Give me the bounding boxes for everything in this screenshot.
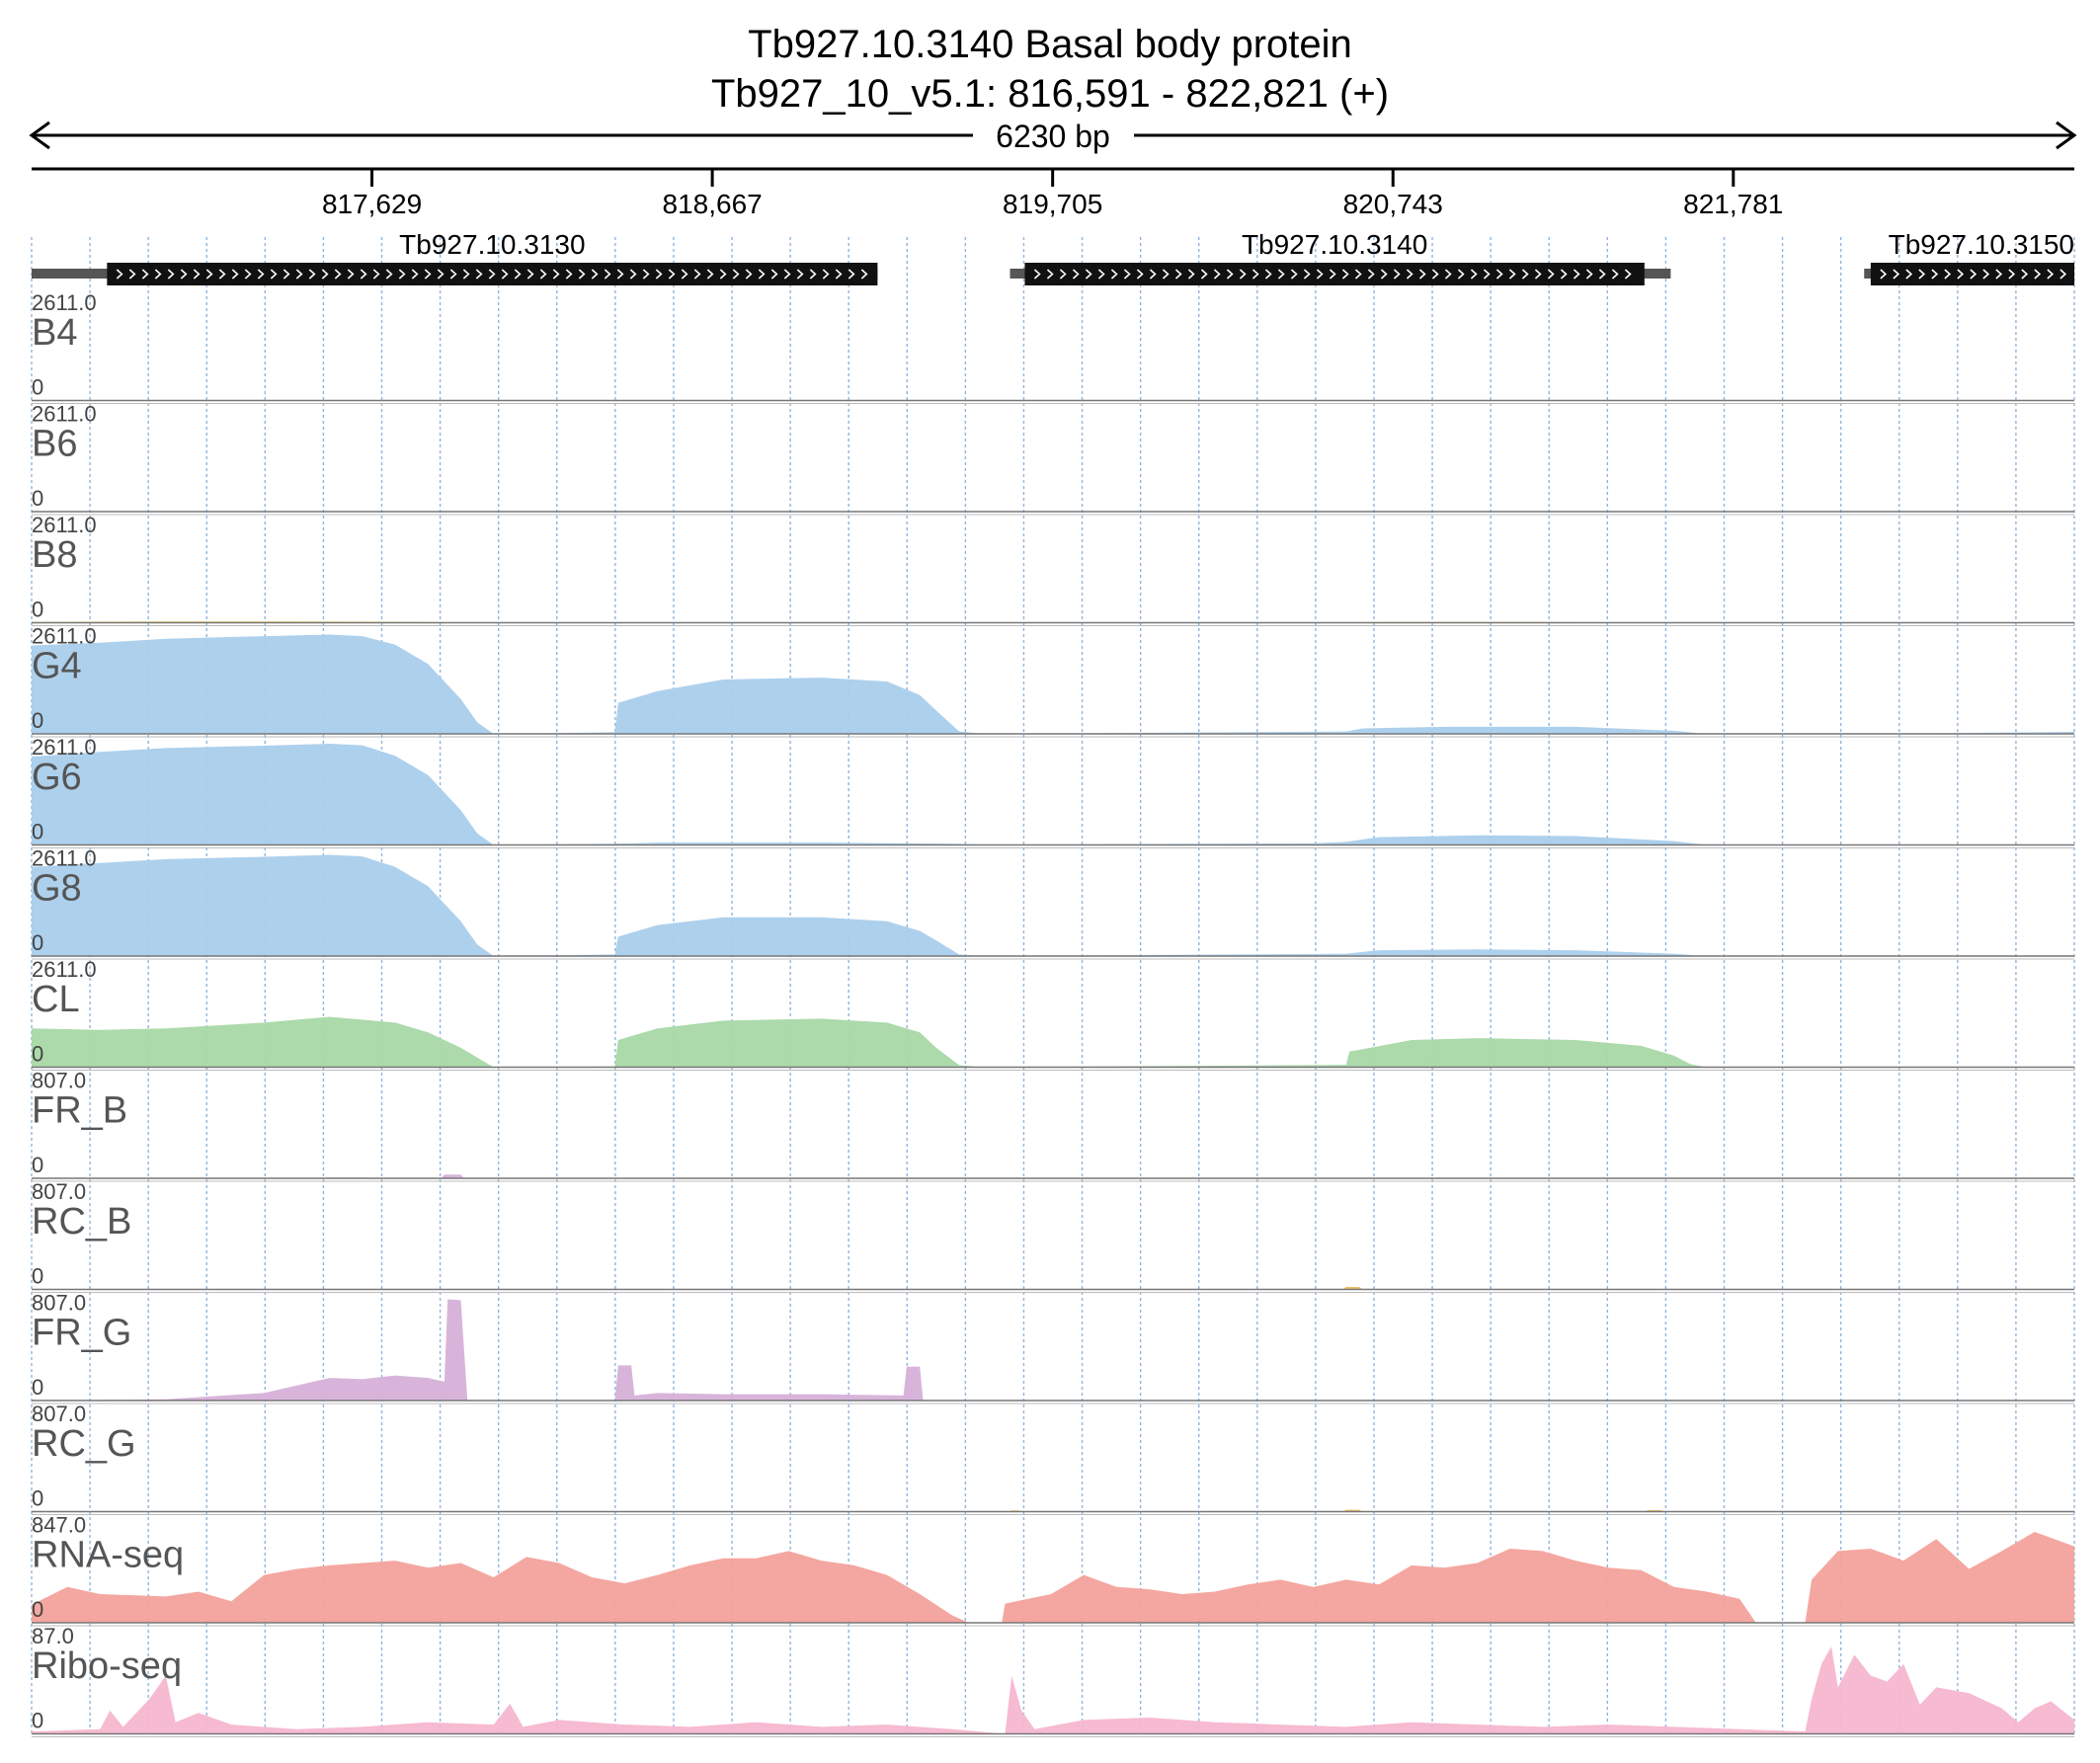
coverage-tracks: 2611.0B402611.0B602611.0B802611.0G402611… (32, 290, 2074, 1737)
track-min-label: 0 (32, 820, 43, 844)
track-name-label: RC_G (32, 1423, 136, 1465)
track-coverage-area (32, 1016, 2074, 1068)
gene-label: Tb927.10.3130 (399, 229, 585, 260)
track-max-label: 2611.0 (32, 290, 97, 315)
track-min-label: 0 (32, 1375, 43, 1400)
track-max-label: 807.0 (32, 1069, 86, 1093)
track-name-label: B6 (32, 424, 77, 465)
track-max-label: 2611.0 (32, 624, 97, 649)
chart-subtitle: Tb927_10_v5.1: 816,591 - 822,821 (+) (711, 72, 1389, 116)
track-max-label: 2611.0 (32, 402, 97, 427)
span-ruler: 6230 bp (29, 119, 2077, 154)
track-name-label: G8 (32, 868, 82, 910)
track-coverage-area (32, 1646, 2074, 1734)
track-min-label: 0 (32, 375, 43, 400)
track-name-label: RC_B (32, 1201, 131, 1242)
track-min-label: 0 (32, 1264, 43, 1289)
gene-cds (1870, 263, 2074, 285)
axis-tick-label: 820,743 (1343, 189, 1443, 219)
track-coverage-area (32, 634, 2074, 734)
track-min-label: 0 (32, 1709, 43, 1733)
track-name-label: G6 (32, 757, 82, 798)
track-min-label: 0 (32, 1486, 43, 1511)
track-name-label: Ribo-seq (32, 1645, 182, 1687)
span-label: 6230 bp (996, 119, 1110, 154)
track-coverage-area (32, 854, 2074, 956)
track-name-label: FR_G (32, 1313, 131, 1354)
track-max-label: 2611.0 (32, 513, 97, 537)
track-min-label: 0 (32, 708, 43, 733)
track-name-label: G4 (32, 646, 82, 687)
track-max-label: 807.0 (32, 1402, 86, 1426)
track-min-label: 0 (32, 486, 43, 511)
gene-label: Tb927.10.3140 (1242, 229, 1427, 260)
axis-ticks: 817,629 818,667 819,705 820,743 821,781 (322, 169, 1783, 219)
track-min-label: 0 (32, 598, 43, 622)
track-min-label: 0 (32, 1042, 43, 1067)
gene-annotation-track: Tb927.10.3130 Tb927.10.3140 Tb927.10.3150 (32, 229, 2074, 285)
track-max-label: 2611.0 (32, 735, 97, 760)
track-max-label: 807.0 (32, 1291, 86, 1316)
axis-tick-label: 817,629 (322, 189, 422, 219)
track-name-label: CL (32, 979, 80, 1020)
span-arrow-left-icon (29, 120, 50, 150)
chart-title: Tb927.10.3140 Basal body protein (748, 23, 1352, 66)
track-max-label: 2611.0 (32, 846, 97, 871)
gene-strand-chevrons (1033, 269, 1632, 280)
gene-strand-chevrons (1880, 269, 2067, 280)
span-arrow-right-icon (2056, 120, 2077, 150)
track-coverage-area (32, 1532, 2074, 1623)
track-coverage-area (32, 744, 2074, 845)
track-name-label: B4 (32, 312, 77, 354)
track-min-label: 0 (32, 930, 43, 955)
axis-tick-label: 821,781 (1683, 189, 1783, 219)
track-max-label: 2611.0 (32, 957, 97, 982)
track-min-label: 0 (32, 1597, 43, 1622)
track-min-label: 0 (32, 1153, 43, 1177)
track-name-label: FR_B (32, 1090, 127, 1132)
gene-strand-chevrons (116, 269, 868, 280)
axis-tick-label: 819,705 (1003, 189, 1102, 219)
gene-label: Tb927.10.3150 (1889, 229, 2074, 260)
gene-cds (107, 263, 878, 285)
track-max-label: 87.0 (32, 1624, 74, 1648)
track-max-label: 807.0 (32, 1179, 86, 1204)
track-name-label: B8 (32, 534, 77, 576)
track-name-label: RNA-seq (32, 1535, 184, 1576)
axis-tick-label: 818,667 (663, 189, 763, 219)
gridlines (31, 237, 2075, 1736)
track-max-label: 847.0 (32, 1513, 86, 1538)
track-coverage-area (32, 1299, 2074, 1401)
